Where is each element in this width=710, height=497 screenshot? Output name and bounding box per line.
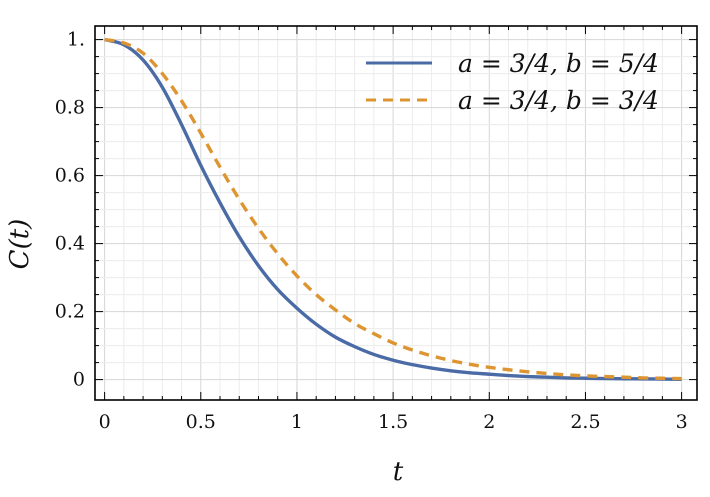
y-tick-label: 0 <box>73 369 85 391</box>
tick-labels: 0 0.5 1 1.5 2 2.5 3 0 0.2 0.4 0.6 0.8 1. <box>55 29 688 433</box>
x-tick-label: 1 <box>291 411 303 433</box>
x-tick-label: 3 <box>676 411 688 433</box>
y-tick-label: 0.6 <box>55 165 85 187</box>
x-tick-label: 2 <box>483 411 495 433</box>
x-tick-label: 0.5 <box>186 411 216 433</box>
ticks <box>95 26 697 400</box>
y-tick-label: 0.8 <box>55 97 85 119</box>
series-line-2 <box>104 37 682 381</box>
legend: a = 3/4, b = 5/4 a = 3/4, b = 3/4 <box>366 49 659 115</box>
x-tick-label: 0 <box>99 411 111 433</box>
y-tick-label: 0.2 <box>55 301 85 323</box>
plot-frame <box>94 25 698 401</box>
legend-label-series-2: a = 3/4, b = 3/4 <box>458 86 659 115</box>
x-axis-label: t <box>393 457 404 487</box>
legend-label-series-1: a = 3/4, b = 5/4 <box>458 49 659 78</box>
series-line-1 <box>104 37 682 381</box>
x-tick-label: 2.5 <box>570 411 600 433</box>
grid <box>95 26 697 400</box>
x-tick-label: 1.5 <box>378 411 408 433</box>
series-lines <box>104 37 682 381</box>
y-axis-label: C(t) <box>5 219 35 270</box>
y-tick-label: 1. <box>67 29 85 51</box>
y-tick-label: 0.4 <box>55 233 85 255</box>
